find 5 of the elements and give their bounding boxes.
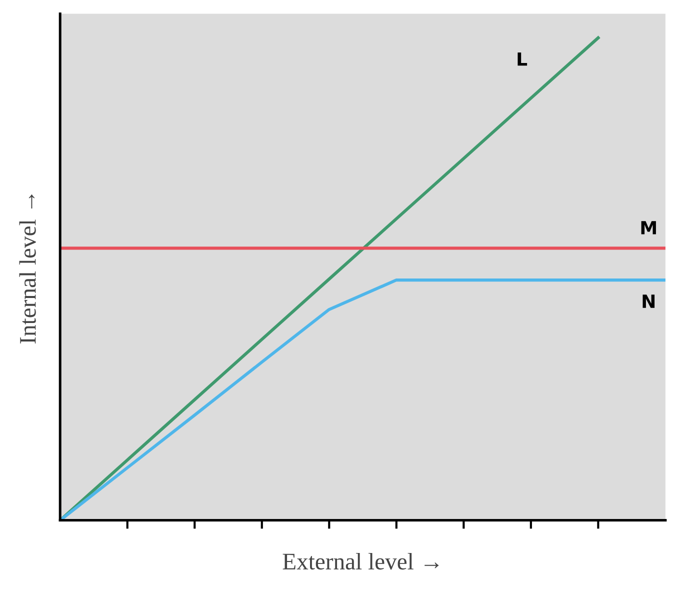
series-label: N — [642, 294, 655, 308]
series-label: L — [518, 52, 528, 66]
series-label: M — [641, 221, 656, 234]
y-axis-title: Internal level → — [19, 194, 36, 344]
x-axis-title: External level → — [282, 552, 439, 570]
